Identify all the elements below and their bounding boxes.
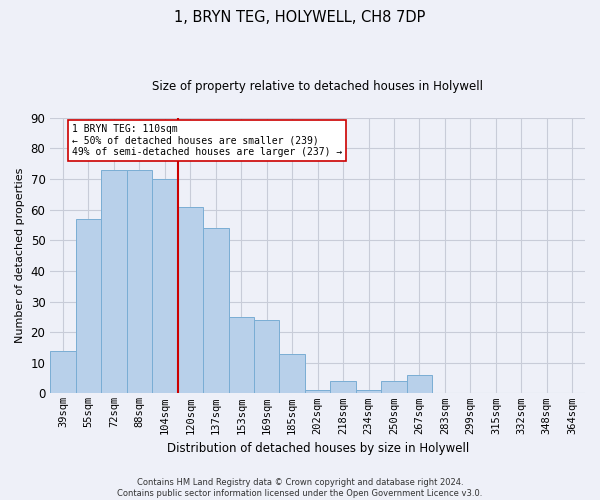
Text: 1 BRYN TEG: 110sqm
← 50% of detached houses are smaller (239)
49% of semi-detach: 1 BRYN TEG: 110sqm ← 50% of detached hou…: [72, 124, 342, 157]
Bar: [50, 350, 76, 394]
Bar: [101, 170, 127, 394]
Y-axis label: Number of detached properties: Number of detached properties: [15, 168, 25, 344]
Bar: [407, 375, 432, 394]
Bar: [382, 381, 407, 394]
Bar: [331, 381, 356, 394]
Bar: [127, 170, 152, 394]
Bar: [254, 320, 280, 394]
Text: 1, BRYN TEG, HOLYWELL, CH8 7DP: 1, BRYN TEG, HOLYWELL, CH8 7DP: [175, 10, 425, 25]
Bar: [356, 390, 382, 394]
Title: Size of property relative to detached houses in Holywell: Size of property relative to detached ho…: [152, 80, 483, 93]
Bar: [203, 228, 229, 394]
Bar: [305, 390, 331, 394]
Bar: [152, 179, 178, 394]
Bar: [280, 354, 305, 394]
Text: Contains HM Land Registry data © Crown copyright and database right 2024.
Contai: Contains HM Land Registry data © Crown c…: [118, 478, 482, 498]
Bar: [178, 206, 203, 394]
X-axis label: Distribution of detached houses by size in Holywell: Distribution of detached houses by size …: [167, 442, 469, 455]
Bar: [76, 219, 101, 394]
Bar: [229, 317, 254, 394]
